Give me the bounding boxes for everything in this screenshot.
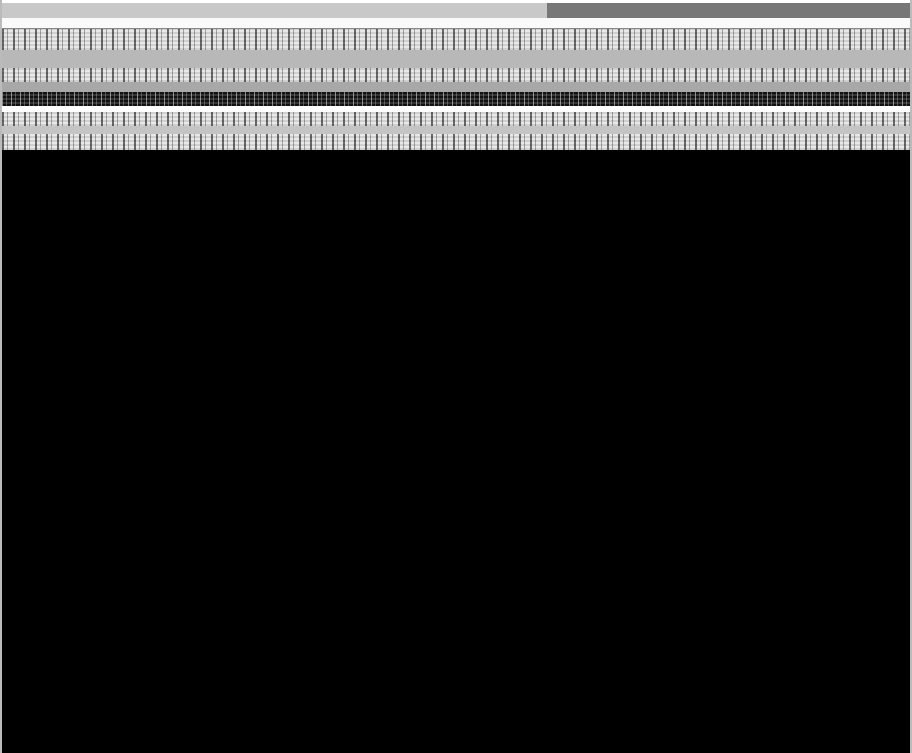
separator xyxy=(2,82,910,92)
tab-strip xyxy=(2,68,910,82)
window-edge xyxy=(0,0,2,753)
separator xyxy=(2,106,910,112)
content-area xyxy=(2,150,910,751)
content-strip xyxy=(2,112,910,126)
title-border xyxy=(2,0,910,3)
separator xyxy=(2,126,910,134)
toolbar xyxy=(2,29,910,50)
title-bar xyxy=(2,3,910,18)
content-strip xyxy=(2,134,910,150)
menu-bar xyxy=(2,18,910,29)
window-edge xyxy=(910,0,912,753)
address-bar xyxy=(2,50,910,68)
dark-strip xyxy=(2,92,910,106)
